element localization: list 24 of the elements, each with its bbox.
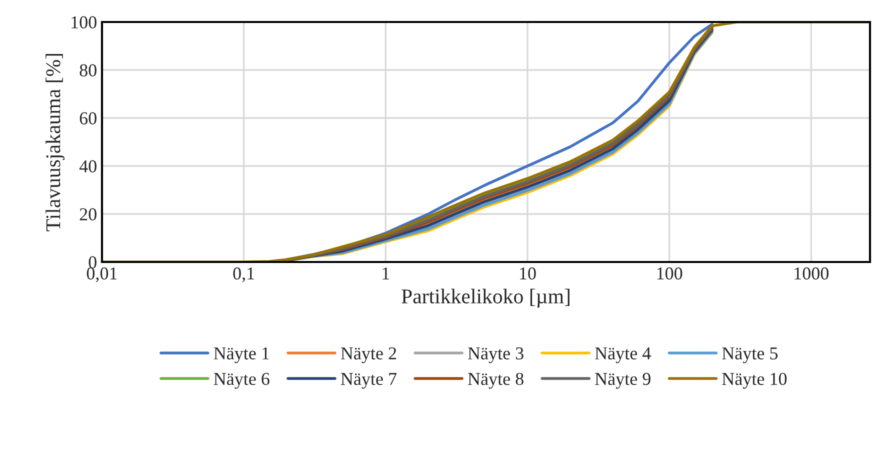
y-tick-label: 20 xyxy=(80,208,96,220)
x-tick-label: 10 xyxy=(520,267,536,280)
legend-label: Näyte 6 xyxy=(214,372,270,389)
y-tick-label: 60 xyxy=(80,112,96,124)
x-tick-label: 100 xyxy=(657,267,682,280)
legend-label: Näyte 7 xyxy=(340,373,397,389)
legend-label: Näyte 5 xyxy=(722,347,778,364)
y-tick-label: 40 xyxy=(79,160,96,172)
legend-label: Näyte 4 xyxy=(595,347,651,364)
legend-label: Näyte 10 xyxy=(722,372,787,389)
y-tick-label: 100 xyxy=(72,16,96,28)
legend-label: Näyte 9 xyxy=(595,372,650,389)
legend-label: Näyte 3 xyxy=(468,347,524,364)
x-tick-label: 0,01 xyxy=(86,267,117,282)
x-tick-label: 0,1 xyxy=(233,267,254,282)
y-axis-title: Tilavuusjakauma [%] xyxy=(46,54,64,232)
legend-label: Näyte 1 xyxy=(214,347,269,364)
x-tick-label: 1000 xyxy=(794,267,829,280)
y-tick-label: 80 xyxy=(80,64,96,76)
x-axis-title: Partikkelikoko [µm] xyxy=(402,288,570,308)
legend-label: Näyte 2 xyxy=(340,347,396,364)
x-tick-label: 1 xyxy=(382,267,390,280)
legend-label: Näyte 8 xyxy=(468,372,524,389)
y-tick-label: 0 xyxy=(88,256,96,268)
